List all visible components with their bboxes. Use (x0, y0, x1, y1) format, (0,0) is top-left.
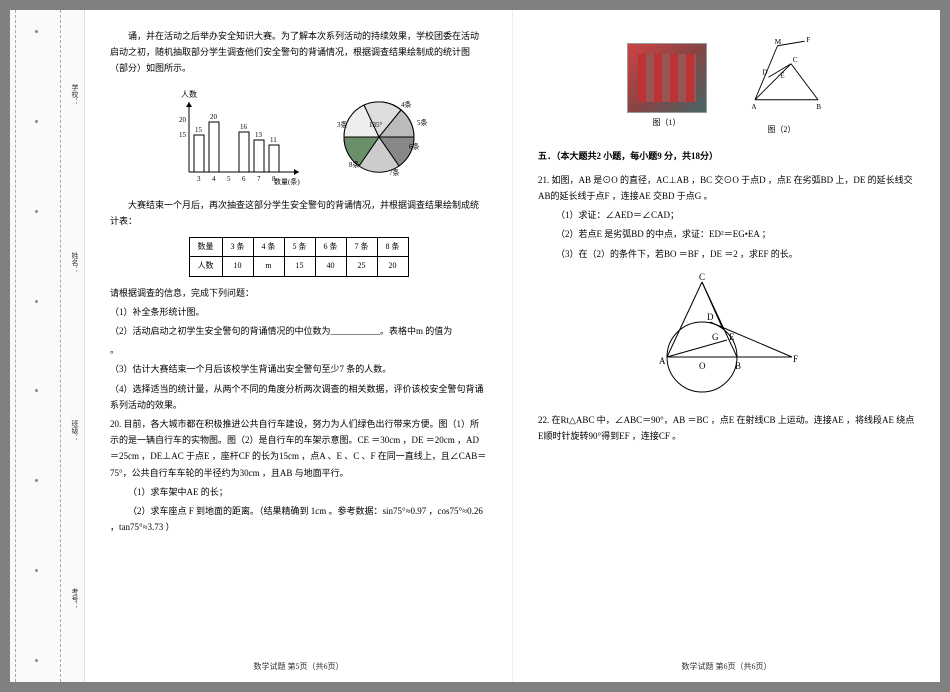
q1: （1）补全条形统计图。 (110, 304, 487, 320)
binding-label-class: 班级： (65, 420, 80, 441)
svg-text:数量(条): 数量(条) (274, 177, 300, 186)
svg-text:C: C (792, 56, 797, 64)
svg-text:E: E (780, 71, 785, 79)
td: 10 (222, 257, 253, 276)
intro-text: 诵，并在活动之后举办安全知识大赛。为了解本次系列活动的持续效果，学校团委在活动启… (110, 28, 487, 77)
svg-text:5条: 5条 (417, 118, 428, 127)
svg-text:6条: 6条 (409, 142, 420, 151)
svg-text:F: F (806, 36, 810, 44)
bike-diagram: M F C D E A B (737, 35, 827, 115)
svg-text:16: 16 (240, 123, 248, 131)
svg-text:E: E (729, 332, 735, 342)
pie-chart: 135° 4条 5条 6条 7条 8条 3条 (329, 87, 429, 187)
circle-diagram: C A O B D E G F (647, 272, 807, 402)
svg-text:B: B (816, 103, 821, 111)
svg-text:135°: 135° (369, 121, 383, 129)
svg-text:D: D (762, 69, 767, 77)
th: 8 条 (377, 237, 408, 256)
svg-text:20: 20 (179, 116, 187, 124)
q3: （3）估计大赛结束一个月后该校学生背诵出安全警句至少7 条的人数。 (110, 361, 487, 377)
td: m (253, 257, 284, 276)
data-table: 数量 3 条 4 条 5 条 6 条 7 条 8 条 人数 10 m 15 40… (189, 237, 409, 277)
exam-paper: 学校： 姓名： 班级： 考号： 诵，并在活动之后举办安全知识大赛。为了解本次系列… (10, 10, 940, 682)
svg-text:人数: 人数 (181, 89, 197, 99)
td: 25 (346, 257, 377, 276)
svg-text:3条: 3条 (337, 120, 348, 129)
svg-text:15: 15 (179, 131, 187, 139)
svg-text:D: D (707, 312, 714, 322)
svg-text:7: 7 (257, 175, 261, 183)
svg-text:3: 3 (197, 175, 201, 183)
svg-text:20: 20 (210, 113, 218, 121)
q21-num: 21. (538, 175, 552, 185)
q20: 20. 目前，各大城市都在积极推进公共自行车建设，努力为人们绿色出行带来方便。图… (110, 416, 487, 481)
section-5: 五．（本大题共2 小题，每小题9 分，共18分） (538, 148, 915, 164)
q4: （4）选择适当的统计量，从两个不同的角度分析两次调查的相关数据，评价该校安全警句… (110, 381, 487, 413)
q20-1: （1）求车架中AE 的长； (110, 484, 487, 500)
q-intro: 请根据调查的信息，完成下列问题： (110, 285, 487, 301)
svg-text:6: 6 (242, 175, 246, 183)
svg-text:4: 4 (212, 175, 216, 183)
caption2: 图（2） (737, 123, 827, 137)
bike-photo (627, 43, 707, 113)
td: 15 (284, 257, 315, 276)
th: 7 条 (346, 237, 377, 256)
svg-text:A: A (751, 103, 757, 111)
binding-label-id: 考号： (65, 588, 80, 609)
caption1: 图（1） (627, 116, 707, 130)
figure-area: 图（1） M F C D E A (538, 35, 915, 138)
binding-margin: 学校： 姓名： 班级： 考号： (10, 10, 85, 682)
q20-2: （2）求车座点 F 到地面的距离。（结果精确到 1cm 。参考数据：sin75°… (110, 503, 487, 535)
th: 5 条 (284, 237, 315, 256)
q21-3: （3）在（2）的条件下，若BO ＝BF ，DE ＝2 ，求EF 的长。 (538, 246, 915, 262)
svg-text:F: F (793, 354, 798, 364)
q22-num: 22. (538, 415, 552, 425)
q22: 22. 在Rt△ABC 中，∠ABC＝90°，AB ＝BC ，点E 在射线CB … (538, 412, 915, 444)
svg-text:O: O (699, 361, 706, 371)
photo-wrap: 图（1） (627, 43, 707, 130)
th: 4 条 (253, 237, 284, 256)
binding-label-name: 姓名： (65, 252, 80, 273)
page-6: 图（1） M F C D E A (512, 10, 940, 682)
q21-text: 如图，AB 是⊙O 的直径，AC⊥AB ，BC 交⊙O 于点D ，点E 在劣弧B… (538, 175, 913, 201)
th: 6 条 (315, 237, 346, 256)
svg-text:B: B (735, 361, 741, 371)
charts: 人数 20 15 15 20 16 13 11 3 4 5 6 (110, 87, 487, 187)
q20-num: 20. (110, 419, 124, 429)
svg-text:13: 13 (255, 131, 263, 139)
svg-text:G: G (712, 332, 719, 342)
table-intro: 大赛结束一个月后，再次抽查这部分学生安全警句的背诵情况，并根据调查结果绘制成统计… (110, 197, 487, 229)
svg-text:7条: 7条 (389, 168, 400, 177)
svg-text:A: A (659, 356, 666, 366)
q21: 21. 如图，AB 是⊙O 的直径，AC⊥AB ，BC 交⊙O 于点D ，点E … (538, 172, 915, 204)
pages-container: 诵，并在活动之后举办安全知识大赛。为了解本次系列活动的持续效果，学校团委在活动启… (85, 10, 940, 682)
binding-label-school: 学校： (65, 84, 80, 105)
q2: （2）活动启动之初学生安全警句的背诵情况的中位数为___________。表格中… (110, 323, 487, 339)
th: 3 条 (222, 237, 253, 256)
svg-text:8条: 8条 (349, 160, 360, 169)
svg-text:C: C (699, 272, 705, 282)
td: 人数 (189, 257, 222, 276)
svg-text:15: 15 (195, 126, 203, 134)
diagram-wrap: M F C D E A B 图（2） (737, 35, 827, 138)
svg-text:4条: 4条 (401, 100, 412, 109)
q21-1: （1）求证：∠AED＝∠CAD； (538, 207, 915, 223)
q22-text: 在Rt△ABC 中，∠ABC＝90°，AB ＝BC ，点E 在射线CB 上运动。… (538, 415, 914, 441)
svg-text:M: M (774, 38, 781, 46)
bar-chart: 人数 20 15 15 20 16 13 11 3 4 5 6 (169, 87, 309, 187)
q20-text: 目前，各大城市都在积极推进公共自行车建设，努力为人们绿色出行带来方便。图（1）所… (110, 419, 486, 478)
th: 数量 (189, 237, 222, 256)
q21-2: （2）若点E 是劣弧BD 的中点，求证：ED²＝EG•EA ； (538, 226, 915, 242)
td: 20 (377, 257, 408, 276)
td: 40 (315, 257, 346, 276)
svg-text:5: 5 (227, 175, 231, 183)
page-5: 诵，并在活动之后举办安全知识大赛。为了解本次系列活动的持续效果，学校团委在活动启… (85, 10, 512, 682)
svg-text:11: 11 (270, 136, 277, 144)
